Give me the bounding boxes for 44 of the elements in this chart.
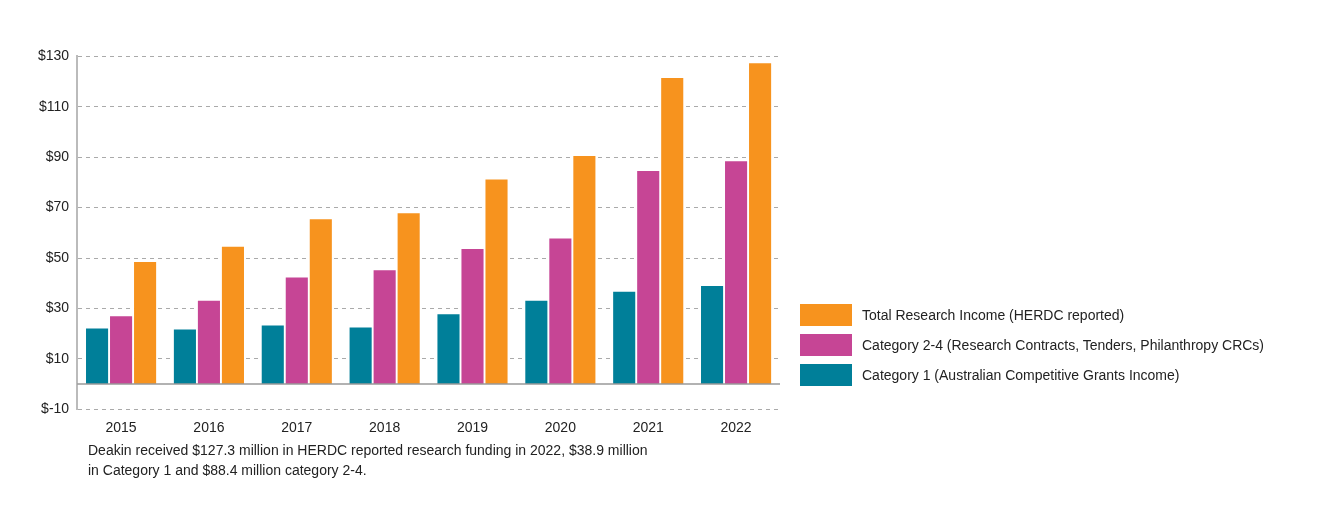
x-tick-label: 2016 xyxy=(193,419,225,436)
bar xyxy=(525,300,548,384)
bar xyxy=(173,329,196,384)
y-tick-label: $130 xyxy=(37,47,70,64)
bar xyxy=(661,78,684,384)
y-tick-label: $90 xyxy=(45,148,70,165)
x-tick-label: 2015 xyxy=(105,419,137,436)
bar xyxy=(485,179,508,384)
bar xyxy=(725,161,748,384)
x-tick-label: 2020 xyxy=(544,419,577,436)
bar xyxy=(373,270,396,384)
bar xyxy=(397,213,420,384)
bar xyxy=(261,325,284,384)
bar xyxy=(309,219,332,384)
x-tick-label: 2021 xyxy=(632,419,664,436)
bar xyxy=(573,155,596,384)
y-tick-label: $50 xyxy=(45,248,70,265)
legend-label: Category 1 (Australian Competitive Grants Income) xyxy=(862,367,1180,383)
bar xyxy=(701,285,724,384)
x-tick-label: 2017 xyxy=(281,419,313,436)
bar xyxy=(637,171,660,384)
bar xyxy=(461,248,484,384)
y-tick-label: $70 xyxy=(45,198,70,215)
x-tick-label: 2022 xyxy=(720,419,752,436)
bar xyxy=(749,63,772,384)
bar xyxy=(613,291,636,384)
y-tick-label: $110 xyxy=(39,97,70,114)
bar xyxy=(549,238,572,384)
bar xyxy=(197,300,220,384)
bar xyxy=(285,277,308,384)
bar xyxy=(221,246,244,384)
x-tick-label: 2018 xyxy=(369,419,401,436)
bar xyxy=(437,314,460,384)
y-tick-label: $-10 xyxy=(41,400,70,417)
bar xyxy=(134,262,157,384)
text: Deakin received $127.3 million in HERDC reported research funding in 2022, $38.9 million in Category 1 and $88.4 million category 2-4. xyxy=(88,441,648,480)
bar xyxy=(86,328,109,384)
y-tick-label: $30 xyxy=(45,299,70,316)
legend-label: Total Research Income (HERDC reported) xyxy=(862,307,1125,323)
y-tick-label: $10 xyxy=(45,349,70,366)
legend-label: Category 2-4 (Research Contracts, Tenders, Philanthropy CRCs) xyxy=(862,337,1265,353)
bar xyxy=(349,327,372,384)
x-tick-label: 2019 xyxy=(456,419,489,436)
bar xyxy=(110,316,133,384)
